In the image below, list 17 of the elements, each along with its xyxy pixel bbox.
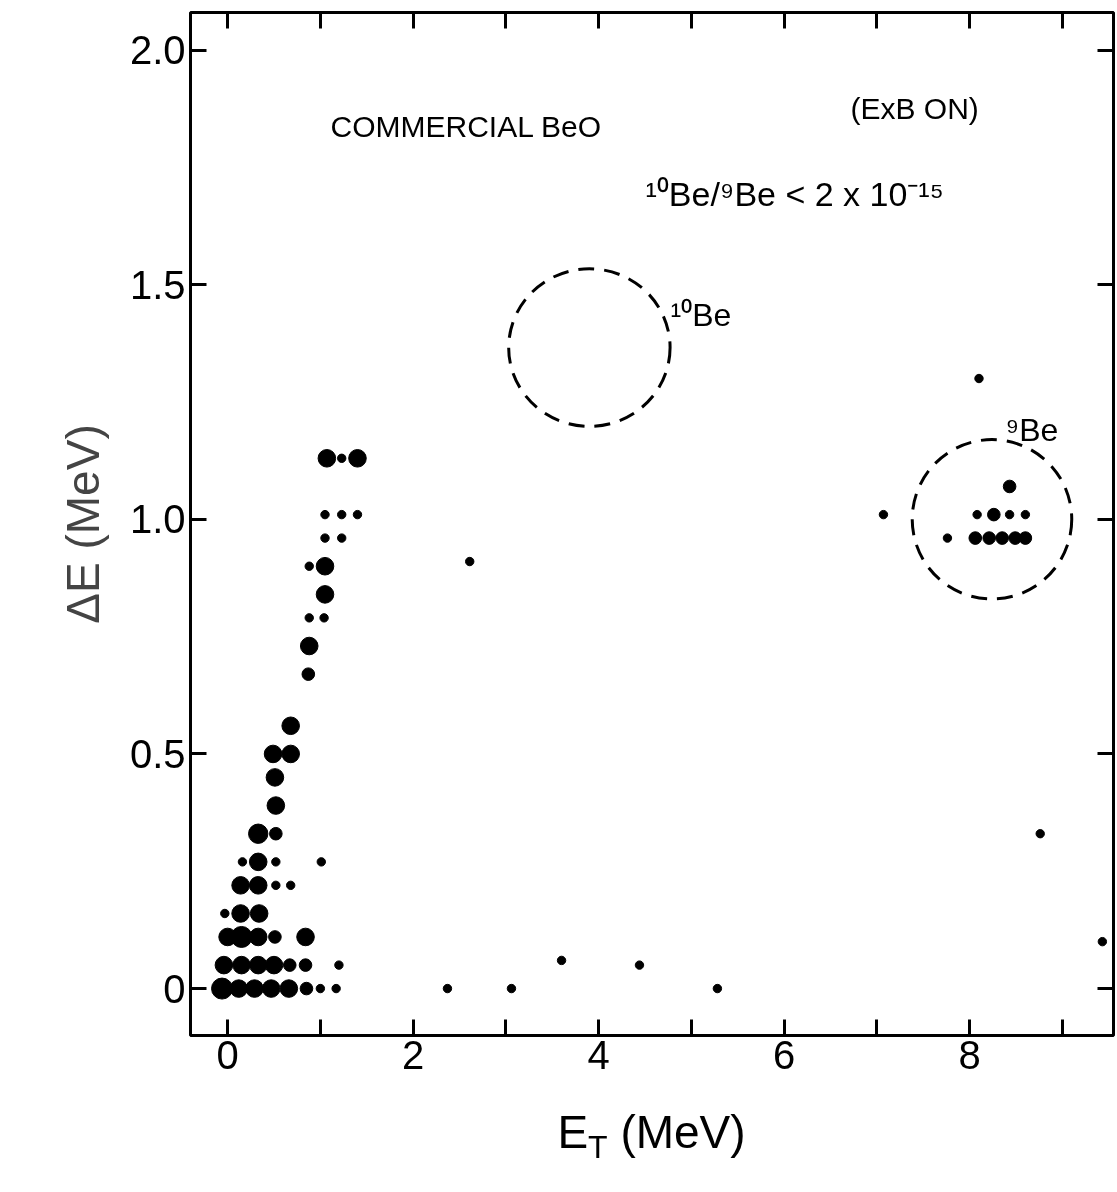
annotation: COMMERCIAL BeO — [330, 109, 602, 143]
annotation: ⁹Be — [1005, 411, 1059, 448]
y-axis-title: ΔE (MeV) — [56, 424, 109, 624]
y-tick-label: 0.5 — [129, 731, 186, 776]
y-tick-label: 2.0 — [129, 28, 186, 73]
x-tick-label: 6 — [773, 1032, 796, 1077]
annotation: (ExB ON) — [850, 91, 979, 125]
x-tick-label: 4 — [587, 1032, 610, 1077]
y-tick-label: 0 — [163, 966, 186, 1011]
y-tick-label: 1.0 — [129, 497, 186, 542]
x-tick-label: 8 — [958, 1032, 981, 1077]
x-tick-label: 0 — [216, 1032, 239, 1077]
annotation: ¹⁰Be/⁹Be < 2 x 10⁻¹⁵ — [645, 174, 944, 213]
x-axis-title: E$_{T}$ (MeV) — [557, 1105, 746, 1168]
y-tick-label: 1.5 — [129, 262, 186, 307]
x-tick-label: 2 — [402, 1032, 425, 1077]
annotation: ¹⁰Be — [670, 296, 732, 333]
